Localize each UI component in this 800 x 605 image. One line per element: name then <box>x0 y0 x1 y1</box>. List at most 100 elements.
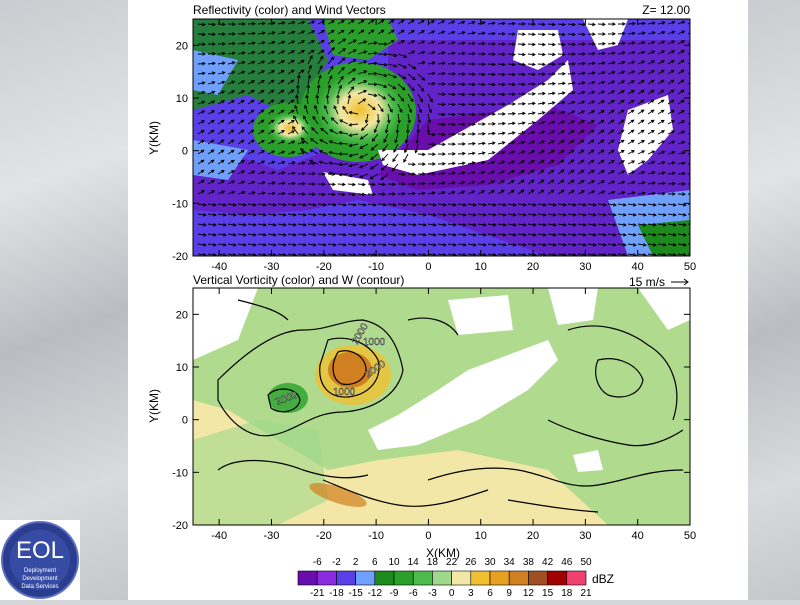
colorbar-bottom-label: 12 <box>523 588 535 599</box>
wind-vector <box>567 233 577 237</box>
wind-vector <box>577 100 586 105</box>
wind-vector <box>617 180 626 185</box>
wind-vector <box>657 150 666 155</box>
wind-vector <box>457 112 466 117</box>
wind-vector <box>320 127 329 135</box>
wind-vector <box>369 163 379 170</box>
wind-vector <box>307 40 315 45</box>
wind-vector <box>657 213 667 217</box>
wind-vector <box>197 159 205 165</box>
y-tick-label: 20 <box>176 309 188 321</box>
wind-vector <box>227 170 236 175</box>
wind-vector <box>347 243 357 247</box>
wind-vector <box>207 100 216 105</box>
wind-vector <box>267 31 276 35</box>
wind-vector <box>388 192 396 196</box>
wind-vector <box>517 243 527 247</box>
wind-vector <box>327 56 335 65</box>
wind-vector <box>517 42 526 47</box>
wind-vector <box>237 60 246 65</box>
wind-vector <box>287 203 297 207</box>
x-tick-label: -40 <box>211 530 227 542</box>
wind-vector <box>237 70 246 75</box>
wind-vector <box>617 31 626 36</box>
wind-vector <box>567 52 576 56</box>
wind-vector <box>437 161 446 166</box>
wind-vector <box>607 61 616 65</box>
wind-vector <box>367 61 378 66</box>
wind-vector <box>587 139 595 145</box>
wind-vector <box>487 112 496 116</box>
wind-vector <box>415 133 419 144</box>
wind-vector <box>364 113 369 124</box>
wind-vector <box>447 233 457 237</box>
wind-vector <box>497 131 506 136</box>
wind-vector <box>547 81 556 86</box>
wind-vector <box>297 20 306 25</box>
wind-vector <box>547 233 557 237</box>
wind-vector <box>527 32 536 37</box>
colorbar-bottom-label: -21 <box>310 588 325 599</box>
wind-vector <box>637 170 646 175</box>
wind-vector <box>467 141 476 146</box>
wind-vector <box>387 73 398 79</box>
logo-subtext: Deployment <box>24 568 56 574</box>
wind-vector <box>437 171 446 176</box>
wind-vector <box>497 92 506 97</box>
wind-vector <box>237 80 246 85</box>
wind-vector <box>357 243 367 247</box>
wind-vector <box>667 79 675 85</box>
wind-vector <box>427 152 436 157</box>
wind-vector <box>577 32 586 37</box>
wind-vector <box>317 74 322 85</box>
wind-vector <box>247 89 255 95</box>
wind-vector <box>467 180 476 185</box>
wind-vector <box>517 32 526 37</box>
vector-reference-label: 15 m/s <box>629 275 665 289</box>
wind-vector <box>427 81 436 86</box>
wind-vector <box>467 92 476 97</box>
wind-vector <box>305 94 309 105</box>
wind-vector <box>267 60 276 65</box>
wind-vector <box>367 82 378 87</box>
wind-vector <box>407 30 415 35</box>
wind-vector <box>637 89 645 95</box>
wind-vector <box>467 151 476 156</box>
wind-vector <box>307 55 313 65</box>
wind-vector <box>257 213 267 217</box>
wind-vectors <box>197 19 690 256</box>
wind-vector <box>417 223 427 227</box>
colorbar-swatch <box>316 570 337 586</box>
wind-vector <box>437 20 446 25</box>
wind-vector <box>457 151 466 156</box>
wind-vector <box>647 160 656 165</box>
wind-vector <box>197 213 207 217</box>
wind-vector <box>207 139 215 145</box>
colorbar-swatch <box>547 570 568 586</box>
wind-vector <box>517 82 526 87</box>
wind-vector <box>257 50 266 55</box>
wind-vector <box>293 115 299 125</box>
wind-vector <box>357 182 366 187</box>
wind-vector <box>687 173 690 175</box>
wind-vector <box>627 139 635 145</box>
wind-vector <box>577 61 586 66</box>
wind-vector <box>587 159 595 165</box>
wind-vector <box>667 223 677 227</box>
wind-vector <box>687 82 690 85</box>
wind-vector <box>328 171 339 176</box>
wind-vector <box>567 213 577 217</box>
wind-vector <box>587 22 596 27</box>
wind-vector <box>467 82 476 87</box>
wind-vector <box>567 100 576 105</box>
wind-vector <box>627 203 637 207</box>
wind-vector <box>287 59 295 65</box>
wind-vector <box>369 173 379 180</box>
wind-vector <box>380 163 389 171</box>
wind-vector <box>217 139 225 145</box>
wind-vector <box>387 203 397 207</box>
wind-vector <box>507 223 517 227</box>
wind-vector <box>237 243 247 247</box>
wind-vector <box>237 223 247 227</box>
wind-vector <box>342 105 349 115</box>
